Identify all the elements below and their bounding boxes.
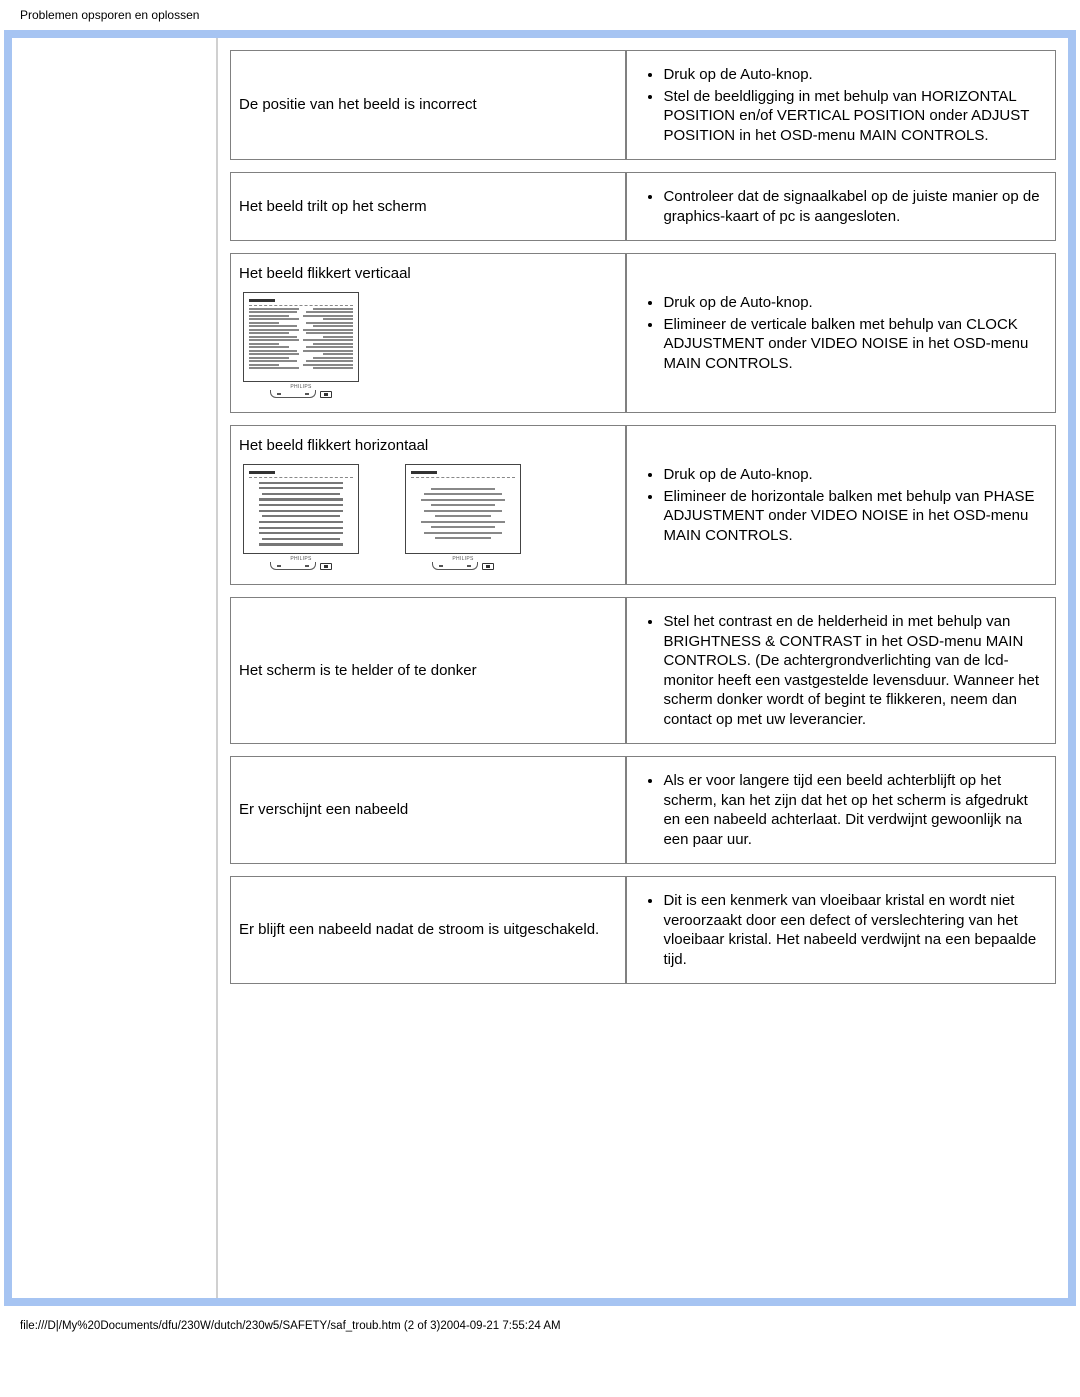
solution-cell: Druk op de Auto-knop. Stel de beeldliggi… (626, 50, 1056, 160)
table-row: Het scherm is te helder of te donker Ste… (230, 597, 1056, 744)
problem-cell: Het beeld flikkert horizontaal (230, 425, 626, 585)
table-row: De positie van het beeld is incorrect Dr… (230, 50, 1056, 160)
solution-item: Stel de beeldligging in met behulp van H… (663, 87, 1047, 146)
problem-text: De positie van het beeld is incorrect (239, 95, 617, 115)
solution-item: Druk op de Auto-knop. (663, 65, 1047, 85)
solution-cell: Druk op de Auto-knop. Elimineer de horiz… (626, 425, 1056, 585)
solution-cell: Stel het contrast en de helderheid in me… (626, 597, 1056, 744)
solution-item: Druk op de Auto-knop. (663, 293, 1047, 313)
table-row: Er verschijnt een nabeeld Als er voor la… (230, 756, 1056, 864)
problem-text: Het beeld flikkert verticaal (239, 264, 617, 284)
page-footer-path: file:///D|/My%20Documents/dfu/230W/dutch… (0, 1306, 1080, 1342)
solution-item: Druk op de Auto-knop. (663, 465, 1047, 485)
solution-item: Controleer dat de signaalkabel op de jui… (663, 187, 1047, 226)
monitor-illustration-horizontal: PHILIPS (405, 464, 521, 571)
solution-item: Als er voor langere tijd een beeld achte… (663, 771, 1047, 849)
main-content: De positie van het beeld is incorrect Dr… (218, 38, 1068, 1298)
solution-cell: Controleer dat de signaalkabel op de jui… (626, 172, 1056, 241)
solution-cell: Dit is een kenmerk van vloeibaar kristal… (626, 876, 1056, 984)
solution-item: Elimineer de horizontale balken met behu… (663, 487, 1047, 546)
table-row: Het beeld trilt op het scherm Controleer… (230, 172, 1056, 241)
monitor-illustration-horizontal: PHILIPS (243, 464, 359, 571)
troubleshoot-table: De positie van het beeld is incorrect Dr… (230, 38, 1056, 996)
table-row: Er blijft een nabeeld nadat de stroom is… (230, 876, 1056, 984)
left-sidebar (12, 38, 218, 1298)
problem-cell: Het beeld trilt op het scherm (230, 172, 626, 241)
problem-text: Het beeld flikkert horizontaal (239, 436, 617, 456)
problem-text: Er verschijnt een nabeeld (239, 800, 617, 820)
problem-cell: De positie van het beeld is incorrect (230, 50, 626, 160)
table-row: Het beeld flikkert horizontaal (230, 425, 1056, 585)
problem-text: Het scherm is te helder of te donker (239, 661, 617, 681)
problem-cell: Het scherm is te helder of te donker (230, 597, 626, 744)
problem-cell: Er verschijnt een nabeeld (230, 756, 626, 864)
solution-item: Stel het contrast en de helderheid in me… (663, 612, 1047, 729)
problem-text: Het beeld trilt op het scherm (239, 197, 617, 217)
solution-item: Dit is een kenmerk van vloeibaar kristal… (663, 891, 1047, 969)
table-row: Het beeld flikkert verticaal (230, 253, 1056, 413)
solution-cell: Druk op de Auto-knop. Elimineer de verti… (626, 253, 1056, 413)
solution-cell: Als er voor langere tijd een beeld achte… (626, 756, 1056, 864)
solution-item: Elimineer de verticale balken met behulp… (663, 315, 1047, 374)
problem-cell: Er blijft een nabeeld nadat de stroom is… (230, 876, 626, 984)
monitor-illustration-vertical: PHILIPS (243, 292, 359, 399)
problem-text: Er blijft een nabeeld nadat de stroom is… (239, 920, 617, 940)
problem-cell: Het beeld flikkert verticaal (230, 253, 626, 413)
page-header: Problemen opsporen en oplossen (0, 0, 1080, 30)
content-frame: De positie van het beeld is incorrect Dr… (4, 30, 1076, 1306)
